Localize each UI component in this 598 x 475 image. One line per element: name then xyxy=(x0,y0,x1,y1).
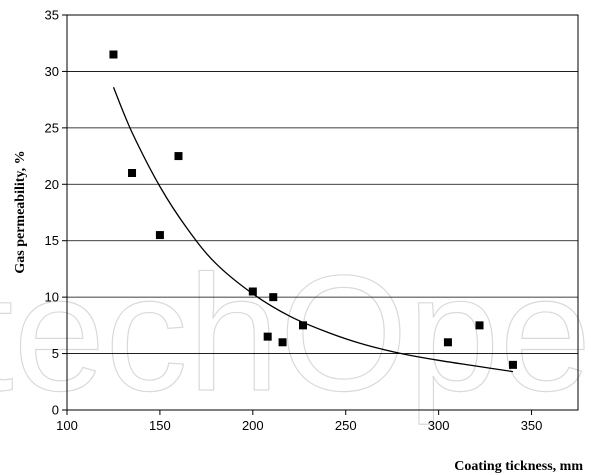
y-tick-label: 30 xyxy=(45,64,59,79)
x-axis: 100 150 200 250 300 350 xyxy=(56,410,542,433)
data-point xyxy=(109,50,118,59)
grid xyxy=(67,71,578,354)
watermark-text: IntechOpen xyxy=(0,241,598,425)
y-tick-label: 15 xyxy=(45,233,59,248)
y-tick-label: 10 xyxy=(45,290,59,305)
data-point xyxy=(443,338,452,347)
watermark: IntechOpen xyxy=(0,240,598,425)
data-point xyxy=(155,231,164,240)
y-tick-label: 0 xyxy=(52,403,59,418)
data-point xyxy=(248,287,257,296)
plot-area-frame xyxy=(66,14,579,411)
data-point xyxy=(298,321,307,330)
data-point xyxy=(263,332,272,341)
data-point xyxy=(174,152,183,161)
data-point xyxy=(508,360,517,369)
x-axis-title: Coating tickness, mm xyxy=(454,459,583,474)
x-tick-label: 350 xyxy=(521,418,543,433)
fitted-curve xyxy=(112,86,514,373)
y-tick-label: 25 xyxy=(45,120,59,135)
x-tick-label: 200 xyxy=(242,418,264,433)
x-tick-label: 150 xyxy=(149,418,171,433)
x-tick-label: 300 xyxy=(428,418,450,433)
x-tick-label: 100 xyxy=(56,418,78,433)
y-tick-label: 35 xyxy=(45,8,59,23)
scatter-series xyxy=(109,50,517,369)
y-tick-label: 20 xyxy=(45,177,59,192)
data-point xyxy=(269,293,278,302)
data-point xyxy=(278,338,287,347)
data-point xyxy=(128,169,137,177)
y-axis-title: Gas permeability, % xyxy=(13,150,28,273)
data-point xyxy=(475,321,484,330)
y-axis: 0 5 10 15 20 25 30 35 xyxy=(45,8,67,418)
y-tick-label: 5 xyxy=(52,346,59,361)
x-tick-label: 250 xyxy=(335,418,357,433)
